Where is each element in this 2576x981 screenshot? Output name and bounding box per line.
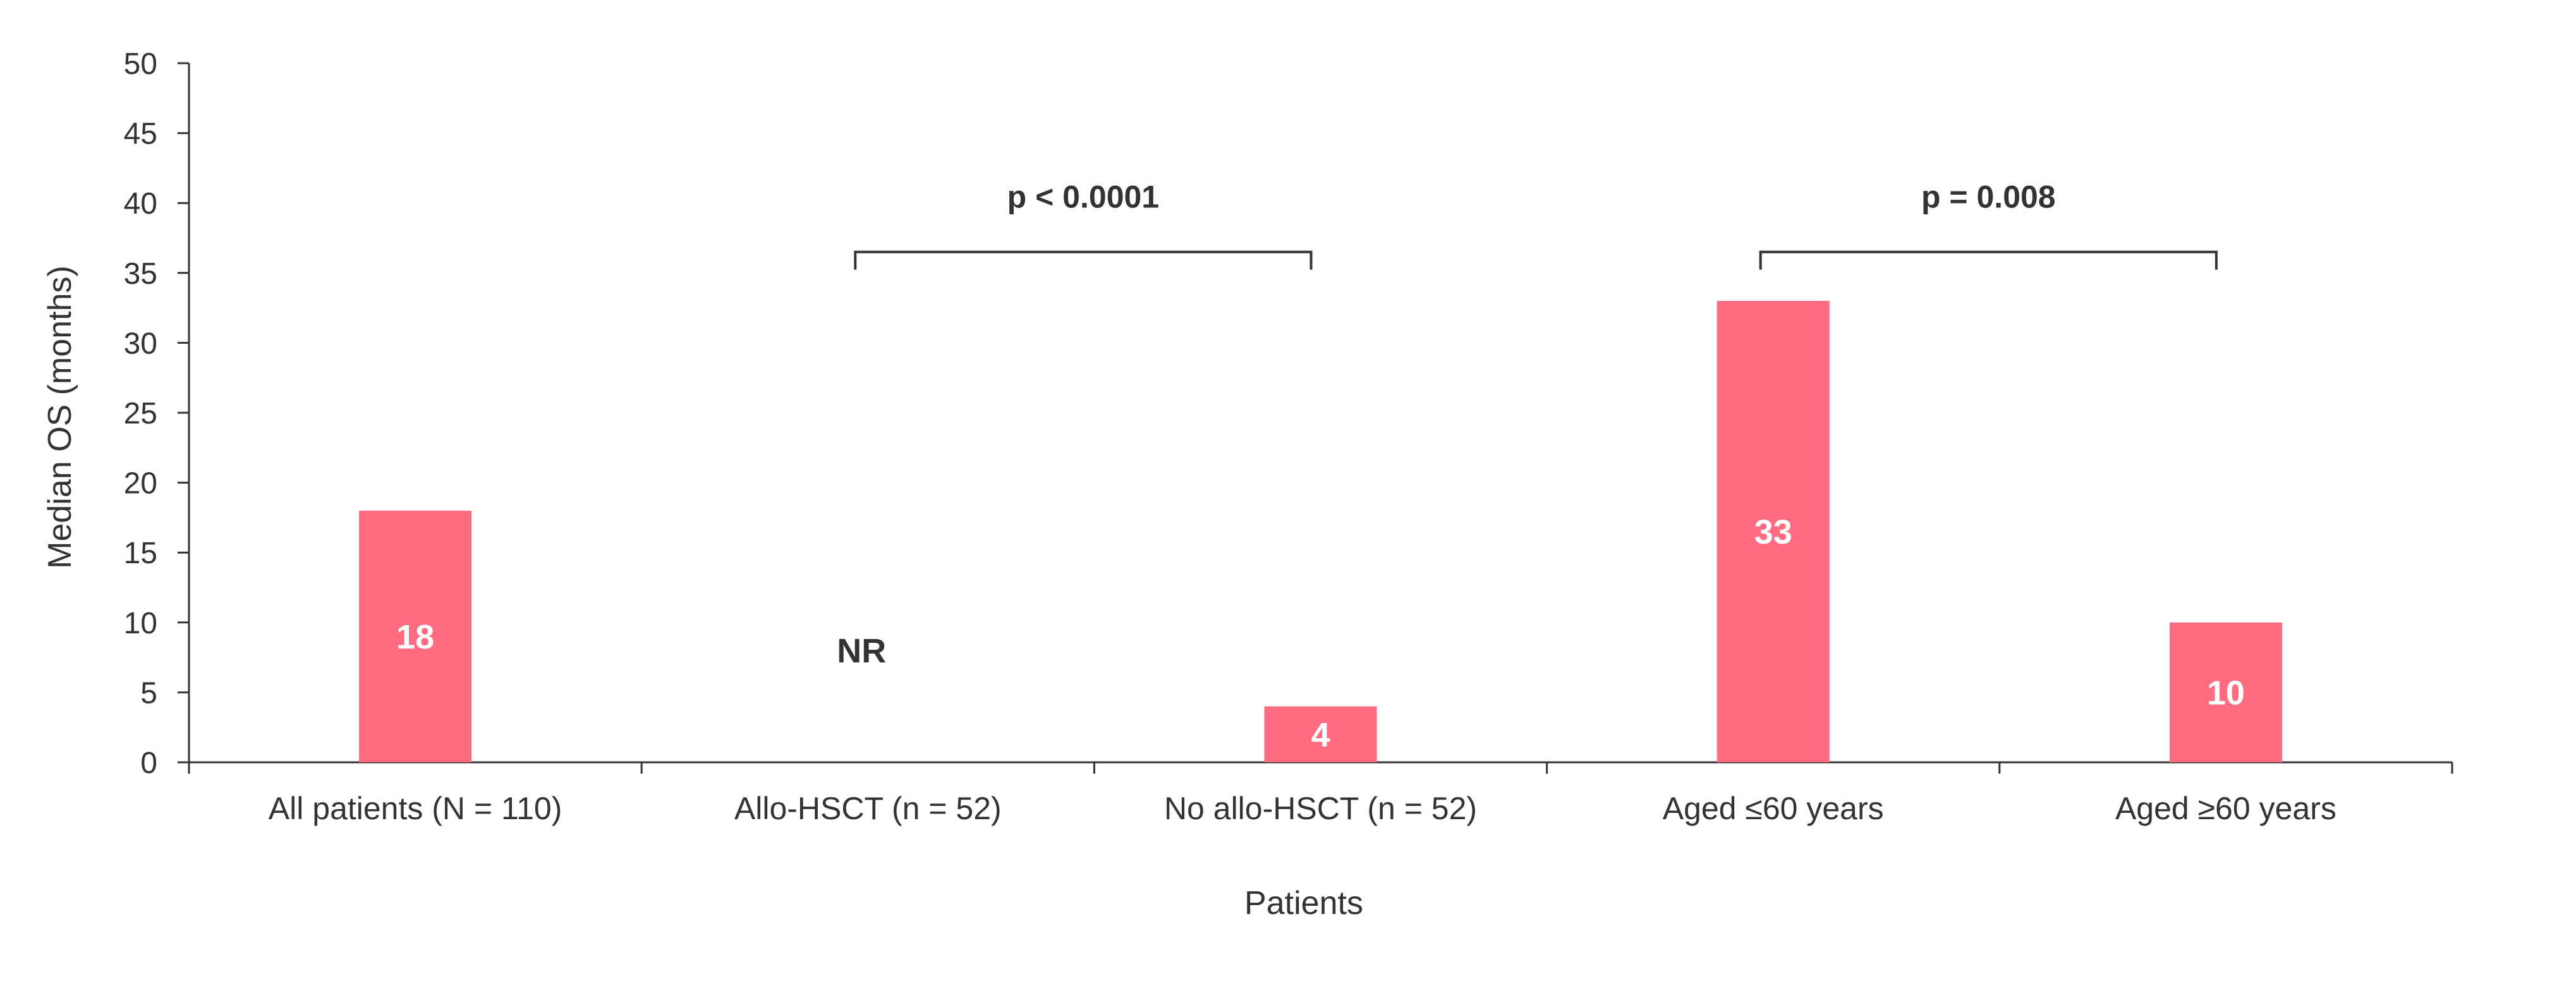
y-tick-label: 30 (124, 327, 157, 360)
data-labels: 18 NR 4 33 10 (396, 513, 2245, 754)
y-axis: 0 5 10 15 20 25 30 35 40 45 50 (124, 47, 190, 780)
x-axis: All patients (N = 110) Allo-HSCT (n = 52)… (188, 761, 2453, 826)
not-reached-label: NR (837, 632, 886, 670)
x-category-label: Aged ≥60 years (2115, 791, 2336, 826)
bar-value-label: 18 (396, 618, 434, 656)
y-tick-label: 10 (124, 607, 157, 640)
p-value-label: p = 0.008 (1921, 180, 2056, 215)
y-tick-label: 50 (124, 47, 157, 81)
bar-value-label: 33 (1754, 513, 1792, 551)
bar (359, 510, 472, 762)
x-category-label: All patients (N = 110) (269, 791, 562, 826)
y-tick-label: 25 (124, 397, 157, 430)
y-tick-label: 0 (140, 746, 157, 780)
significance-bracket (854, 250, 1313, 270)
bar (1264, 706, 1377, 762)
bar-value-label: 10 (2207, 674, 2245, 712)
x-category-label: Allo-HSCT (n = 52) (734, 791, 1002, 826)
bar (2169, 622, 2282, 762)
significance-annotations: p < 0.0001 p = 0.008 (854, 180, 2218, 270)
y-tick-label: 5 (140, 676, 157, 710)
bars (359, 301, 2282, 762)
x-axis-title: Patients (1244, 885, 1363, 922)
y-tick-label: 20 (124, 467, 157, 501)
y-axis-title: Median OS (months) (42, 265, 78, 569)
x-category-label: No allo-HSCT (n = 52) (1164, 791, 1477, 826)
y-tick-label: 45 (124, 118, 157, 151)
significance-bracket (1759, 250, 2218, 270)
x-category-label: Aged ≤60 years (1663, 791, 1884, 826)
p-value-label: p < 0.0001 (1007, 180, 1159, 215)
y-tick-label: 35 (124, 257, 157, 291)
bar-value-label: 4 (1311, 716, 1330, 754)
y-tick-label: 40 (124, 187, 157, 221)
y-tick-label: 15 (124, 537, 157, 570)
bar (1716, 301, 1830, 762)
